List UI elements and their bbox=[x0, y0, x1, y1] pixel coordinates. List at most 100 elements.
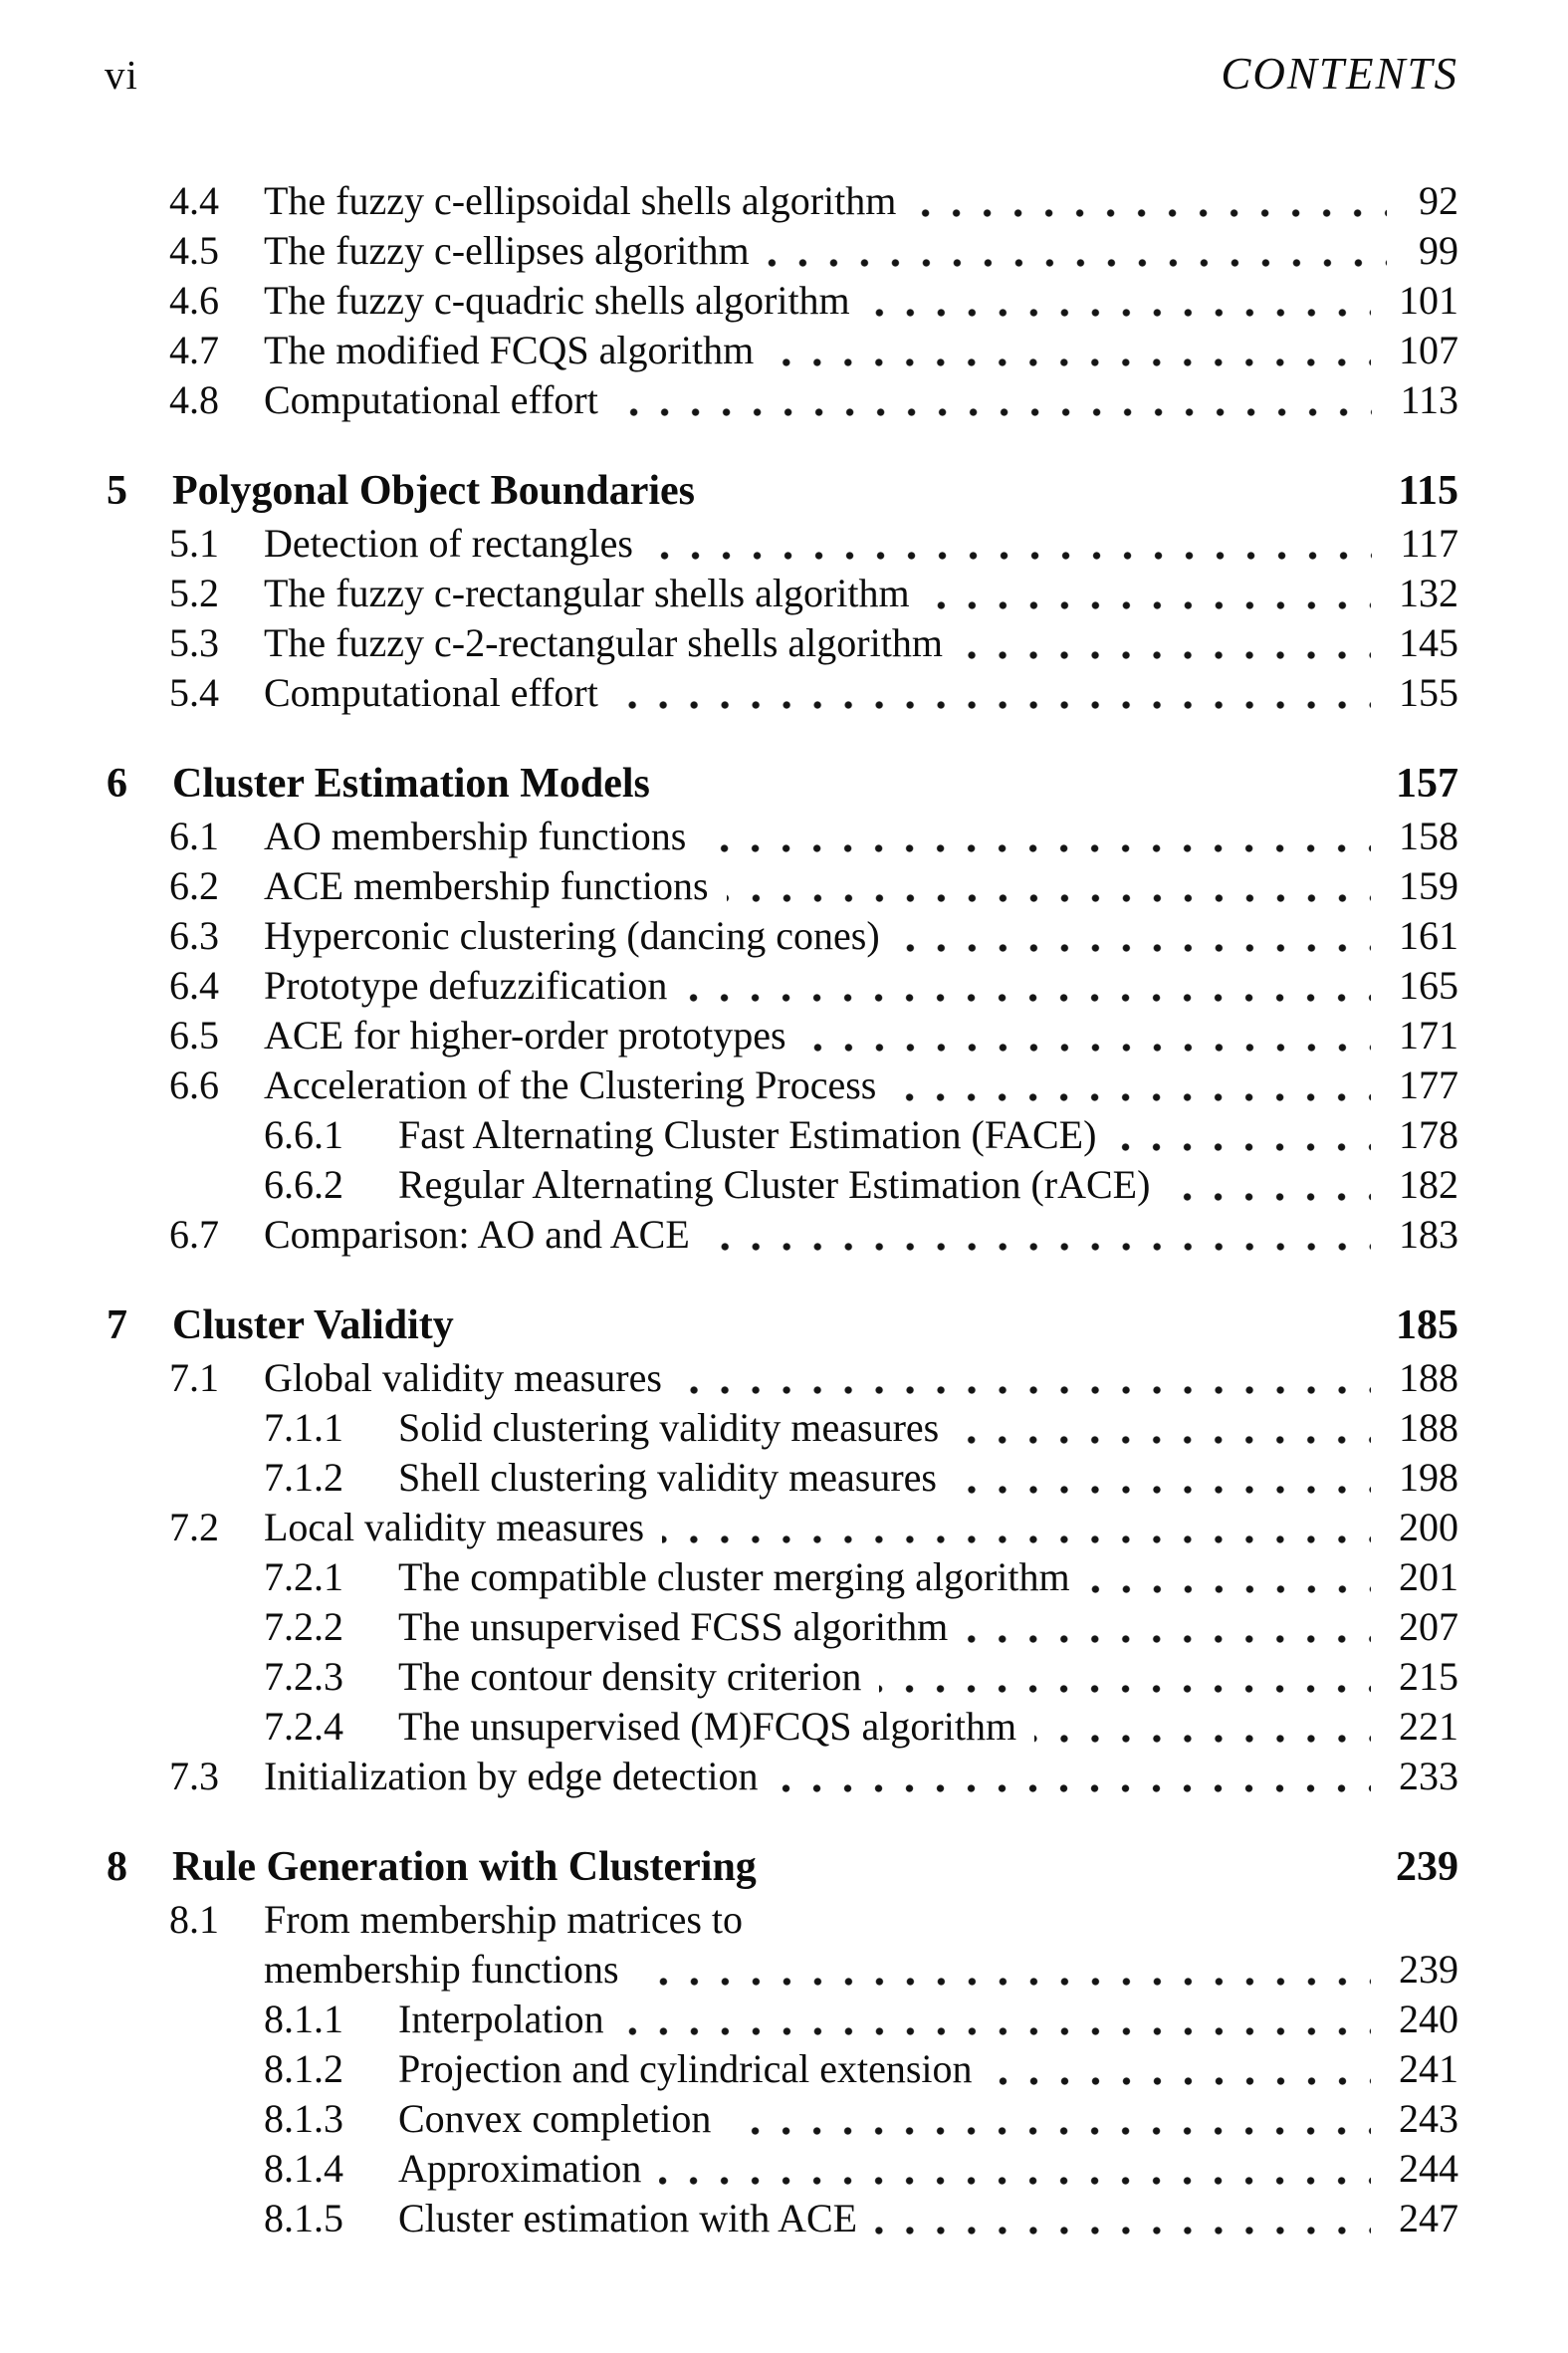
toc-entry-6.4: 6.4 Prototype defuzzification 165 bbox=[0, 961, 1458, 1011]
toc-entry-8.1.3: 8.1.3 Convex completion 243 bbox=[0, 2094, 1458, 2144]
toc-entry-page: 201 bbox=[1399, 1554, 1458, 1599]
toc-entry-7.1.2: 7.1.2 Shell clustering validity measures… bbox=[0, 1453, 1458, 1503]
toc-entry-title: ACE membership functions bbox=[264, 863, 709, 908]
toc-entry-7: 7 Cluster Validity 185 bbox=[0, 1297, 1458, 1353]
toc-entry-number: 5.3 bbox=[169, 620, 219, 665]
toc-entry-number: 5.1 bbox=[169, 521, 219, 566]
toc-entry-title: Acceleration of the Clustering Process bbox=[264, 1062, 877, 1107]
toc-entry-title: Convex completion bbox=[398, 2096, 712, 2141]
toc-entry-page: 221 bbox=[1399, 1704, 1458, 1749]
toc-entry-title: Detection of rectangles bbox=[264, 521, 633, 566]
toc-entry-number: 8.1.5 bbox=[264, 2196, 343, 2240]
toc-entry-7.2: 7.2 Local validity measures 200 bbox=[0, 1503, 1458, 1552]
toc-entry-8.1: 8.1 From membership matrices to bbox=[0, 1895, 1458, 1945]
toc-entry-title: Computational effort bbox=[264, 670, 598, 715]
toc-entry-number: 7.1.1 bbox=[264, 1405, 343, 1450]
toc-entry-4.6: 4.6 The fuzzy c-quadric shells algorithm… bbox=[0, 276, 1458, 326]
dot-leader bbox=[1114, 1110, 1371, 1160]
dot-leader bbox=[1168, 1160, 1371, 1210]
dot-leader bbox=[894, 1060, 1371, 1110]
toc-entry-8.1.5: 8.1.5 Cluster estimation with ACE 247 bbox=[0, 2194, 1458, 2243]
dot-leader bbox=[707, 1210, 1371, 1260]
toc-entry-page: 233 bbox=[1399, 1754, 1458, 1798]
toc-entry-page: 200 bbox=[1399, 1505, 1458, 1549]
toc-entry-title: Cluster estimation with ACE bbox=[398, 2196, 858, 2240]
dot-leader bbox=[897, 911, 1371, 961]
toc-entry-title: Hyperconic clustering (dancing cones) bbox=[264, 913, 880, 958]
toc-entry-title: AO membership functions bbox=[264, 814, 687, 858]
toc-entry-number: 7 bbox=[107, 1302, 127, 1348]
toc-entry-8.1.2: 8.1.2 Projection and cylindrical extensi… bbox=[0, 2044, 1458, 2094]
toc-entry-7.1.1: 7.1.1 Solid clustering validity measures… bbox=[0, 1403, 1458, 1453]
toc-entry-6.1: 6.1 AO membership functions 158 bbox=[0, 812, 1458, 861]
toc-entry-page: 159 bbox=[1399, 863, 1458, 908]
toc-entry-title: The unsupervised (M)FCQS algorithm bbox=[398, 1704, 1017, 1749]
toc-entry-number: 6 bbox=[107, 761, 127, 807]
toc-entry-4.8: 4.8 Computational effort 113 bbox=[0, 375, 1458, 425]
toc-entry-page: 101 bbox=[1399, 278, 1458, 323]
toc-entry-page: 239 bbox=[1396, 1844, 1458, 1890]
dot-leader bbox=[960, 618, 1371, 668]
toc-entry-page: 99 bbox=[1419, 228, 1458, 273]
toc-entry-title: ACE for higher-order prototypes bbox=[264, 1013, 786, 1058]
toc-entry-6.7: 6.7 Comparison: AO and ACE 183 bbox=[0, 1210, 1458, 1260]
toc-entry-title: Initialization by edge detection bbox=[264, 1754, 759, 1798]
toc-entry-page: 215 bbox=[1399, 1654, 1458, 1699]
toc-entry-number: 8 bbox=[107, 1844, 127, 1890]
dot-leader bbox=[1087, 1552, 1371, 1602]
toc-entry-6.6: 6.6 Acceleration of the Clustering Proce… bbox=[0, 1060, 1458, 1110]
toc-entry-page: 182 bbox=[1399, 1162, 1458, 1207]
toc-entry-title: The fuzzy c-rectangular shells algorithm bbox=[264, 571, 910, 615]
toc-entry-7.2.3: 7.2.3 The contour density criterion 215 bbox=[0, 1652, 1458, 1702]
toc-entry-page: 207 bbox=[1399, 1604, 1458, 1649]
toc-entry-page: 171 bbox=[1399, 1013, 1458, 1058]
toc-entry-page: 161 bbox=[1399, 913, 1458, 958]
dot-leader bbox=[650, 519, 1373, 569]
dot-leader bbox=[867, 276, 1371, 326]
dot-leader bbox=[662, 1503, 1371, 1552]
toc-entry-4.4: 4.4 The fuzzy c-ellipsoidal shells algor… bbox=[0, 176, 1458, 226]
dot-leader bbox=[615, 375, 1373, 425]
toc-entry-title: The fuzzy c-2-rectangular shells algorit… bbox=[264, 620, 943, 665]
toc-entry-continuation: membership functions 239 bbox=[0, 1945, 1458, 1995]
toc-entry-page: 243 bbox=[1399, 2096, 1458, 2141]
toc-entry-number: 7.2.2 bbox=[264, 1604, 343, 1649]
toc-entry-4.7: 4.7 The modified FCQS algorithm 107 bbox=[0, 326, 1458, 375]
toc-entry-title: The contour density criterion bbox=[398, 1654, 862, 1699]
toc-entry-page: 188 bbox=[1399, 1355, 1458, 1400]
dot-leader bbox=[772, 326, 1371, 375]
toc-entry-title: The fuzzy c-ellipsoidal shells algorithm bbox=[264, 178, 897, 223]
page-header: vi CONTENTS bbox=[105, 48, 1458, 100]
toc-entry-title: The fuzzy c-ellipses algorithm bbox=[264, 228, 750, 273]
toc-entry-number: 6.4 bbox=[169, 963, 219, 1008]
toc-entry-page: 198 bbox=[1399, 1455, 1458, 1500]
running-header-title: CONTENTS bbox=[1221, 49, 1458, 99]
toc-entry-5.3: 5.3 The fuzzy c-2-rectangular shells alg… bbox=[0, 618, 1458, 668]
toc-entry-page: 155 bbox=[1399, 670, 1458, 715]
dot-leader bbox=[729, 2094, 1371, 2144]
toc-entry-6.5: 6.5 ACE for higher-order prototypes 171 bbox=[0, 1011, 1458, 1060]
toc-entry-5.4: 5.4 Computational effort 155 bbox=[0, 668, 1458, 718]
toc-entry-number: 7.2.3 bbox=[264, 1654, 343, 1699]
toc-entry-page: 185 bbox=[1396, 1302, 1458, 1348]
toc-entry-title: Prototype defuzzification bbox=[264, 963, 668, 1008]
toc-entry-number: 6.6.2 bbox=[264, 1162, 343, 1207]
toc-entry-number: 7.3 bbox=[169, 1754, 219, 1798]
dot-leader bbox=[1034, 1702, 1371, 1752]
toc-entry-page: 247 bbox=[1399, 2196, 1458, 2240]
toc-entry-title: Global validity measures bbox=[264, 1355, 662, 1400]
dot-leader bbox=[990, 2044, 1371, 2094]
toc-entry-page: 183 bbox=[1399, 1212, 1458, 1257]
toc-entry-number: 8.1 bbox=[169, 1897, 219, 1942]
dot-leader bbox=[704, 812, 1371, 861]
toc-entry-title: Local validity measures bbox=[264, 1505, 645, 1549]
toc-entry-title: Shell clustering validity measures bbox=[398, 1455, 937, 1500]
toc-entry-7.1: 7.1 Global validity measures 188 bbox=[0, 1353, 1458, 1403]
toc-entry-number: 4.7 bbox=[169, 328, 219, 372]
toc-entry-page: 145 bbox=[1399, 620, 1458, 665]
toc-entry-number: 7.2.4 bbox=[264, 1704, 343, 1749]
toc-entry-number: 5.2 bbox=[169, 571, 219, 615]
toc-entry-title: The unsupervised FCSS algorithm bbox=[398, 1604, 949, 1649]
toc-entry-number: 8.1.1 bbox=[264, 1997, 343, 2041]
